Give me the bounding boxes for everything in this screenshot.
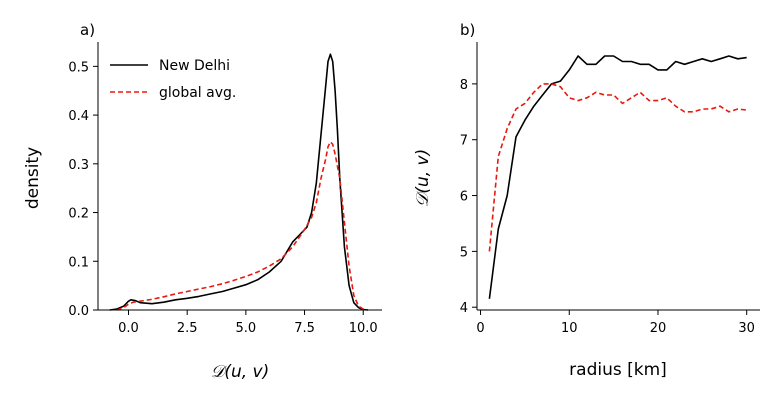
- panel-b: b) 0 10 20 30 4 5 6 7 8 radius [km] 𝒟(u, v): [413, 21, 760, 380]
- panel-b-x-label: radius [km]: [569, 360, 667, 380]
- series-line-solid-black: [488, 55, 747, 299]
- x-tick-label: 0.0: [118, 321, 139, 336]
- panel-a: a) 0.0 2.5 5.0 7.5 10.0 0.0 0.1 0.2 0.3 0.4 0.5 𝒟(…: [23, 21, 382, 382]
- x-tick-label: 2.5: [177, 321, 198, 336]
- y-tick-label: 4: [460, 301, 468, 316]
- panel-a-ticks: 0.0 2.5 5.0 7.5 10.0 0.0 0.1 0.2 0.3 0.4 0.5: [68, 60, 377, 336]
- x-tick-label: 20: [650, 321, 667, 336]
- y-tick-label: 0.5: [68, 60, 89, 75]
- panel-b-series: [488, 55, 747, 299]
- legend-global-avg-label: global avg.: [159, 85, 236, 101]
- x-tick-label: 0: [476, 321, 484, 336]
- x-tick-label: 5.0: [236, 321, 257, 336]
- x-tick-label: 10: [561, 321, 578, 336]
- x-tick-label: 7.5: [294, 321, 315, 336]
- panel-b-ticks: 0 10 20 30 4 5 6 7 8: [460, 78, 755, 336]
- y-tick-label: 7: [460, 134, 468, 149]
- panel-a-x-label: 𝒟(u, v): [211, 362, 269, 382]
- y-tick-label: 0.3: [68, 158, 89, 173]
- y-tick-label: 0.0: [68, 304, 89, 319]
- x-tick-label: 30: [738, 321, 755, 336]
- series-line-solid-black: [109, 53, 368, 311]
- y-tick-label: 6: [460, 190, 468, 205]
- y-tick-label: 0.2: [68, 207, 89, 222]
- y-tick-label: 0.4: [68, 109, 89, 124]
- series-line-dashed-red: [488, 83, 747, 252]
- panel-a-legend: New Delhi global avg.: [110, 58, 236, 101]
- panel-a-letter: a): [80, 21, 95, 39]
- y-tick-label: 0.1: [68, 255, 89, 270]
- panel-a-y-label: density: [23, 147, 43, 209]
- y-tick-label: 5: [460, 245, 468, 260]
- panel-b-letter: b): [460, 21, 475, 39]
- panel-a-series: [109, 53, 369, 311]
- x-tick-label: 10.0: [349, 321, 378, 336]
- legend-new-delhi-label: New Delhi: [159, 58, 230, 74]
- panel-b-y-label: 𝒟(u, v): [413, 149, 433, 207]
- y-tick-label: 8: [460, 78, 468, 93]
- series-line-dashed-red: [116, 141, 369, 311]
